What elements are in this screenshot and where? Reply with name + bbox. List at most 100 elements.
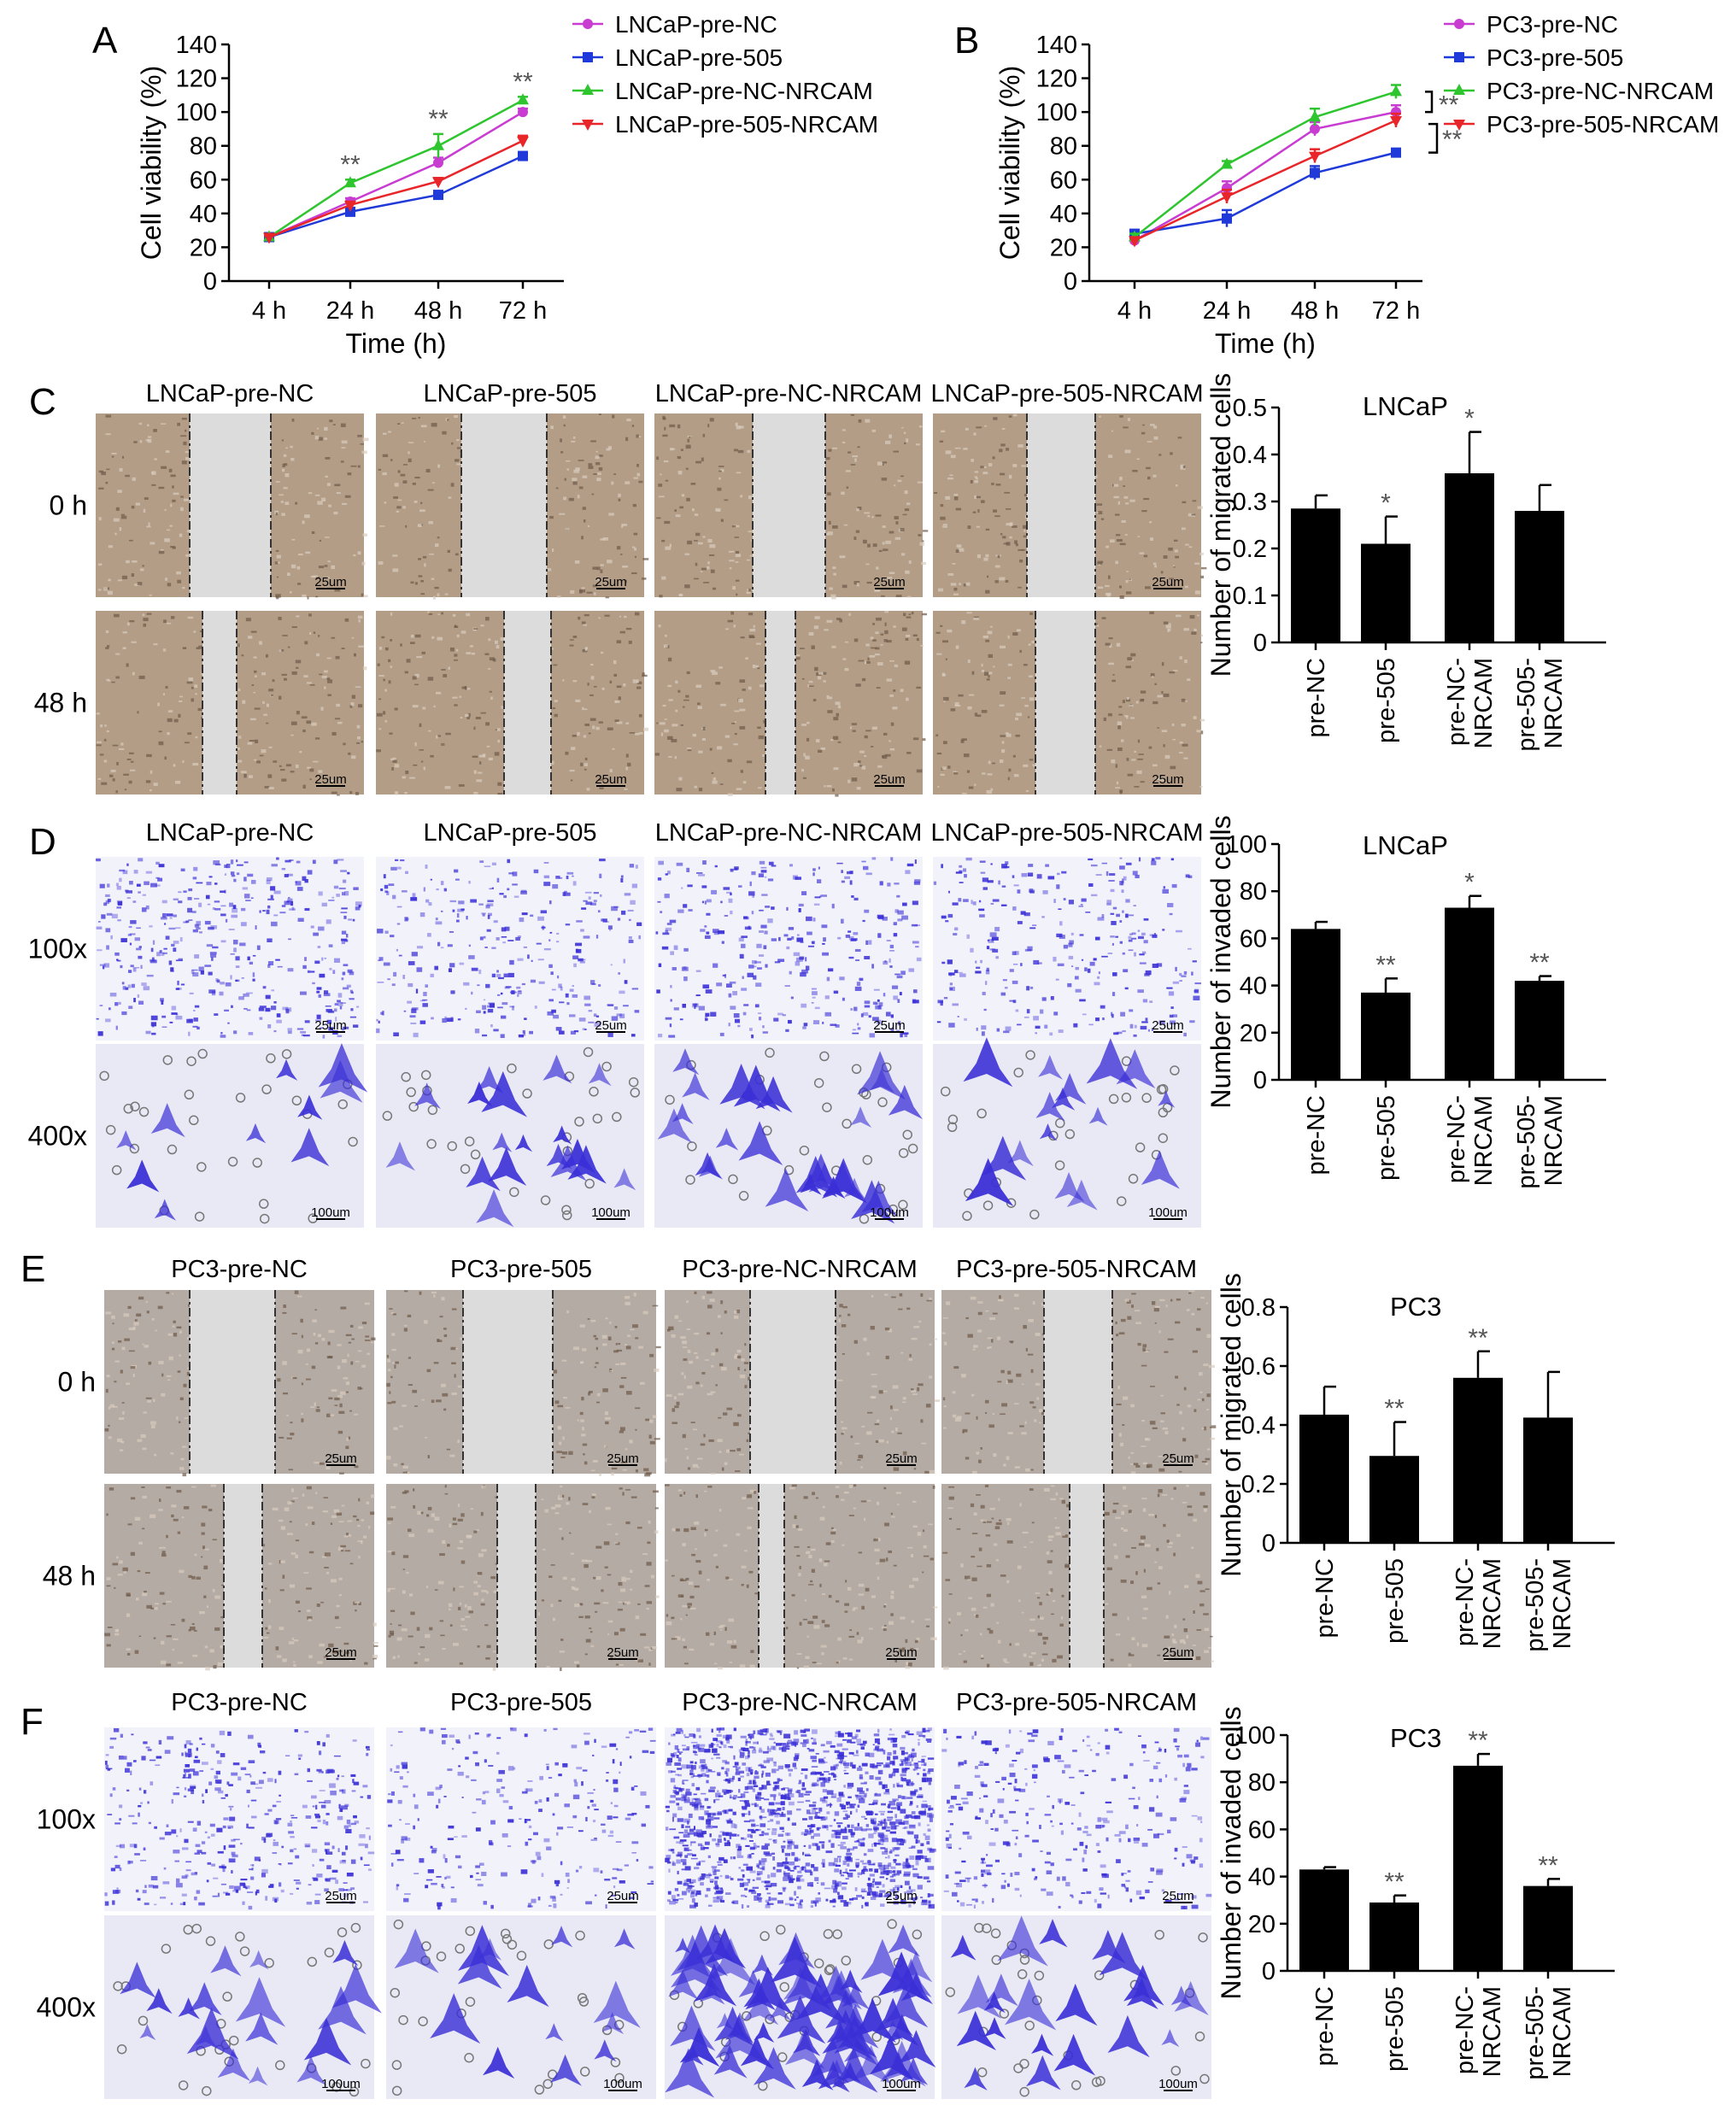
stained-cell bbox=[751, 911, 754, 915]
cell-speck bbox=[460, 1513, 465, 1517]
stained-cell bbox=[126, 890, 133, 894]
cell-speck bbox=[734, 537, 739, 538]
stained-cell bbox=[786, 946, 790, 950]
cell-speck bbox=[451, 442, 454, 445]
stained-cell bbox=[669, 919, 677, 924]
stained-cell bbox=[771, 906, 775, 910]
cell-speck bbox=[1029, 697, 1035, 701]
cell-speck bbox=[660, 473, 662, 476]
cell-speck bbox=[955, 549, 959, 554]
membrane-pore bbox=[123, 1104, 134, 1114]
cell-speck bbox=[1158, 454, 1162, 456]
stained-cell bbox=[1168, 991, 1175, 996]
cell-speck bbox=[495, 729, 498, 730]
cell-speck bbox=[115, 676, 120, 679]
cell-speck bbox=[1154, 1322, 1157, 1324]
cell-speck bbox=[362, 1535, 367, 1539]
cell-speck bbox=[861, 765, 866, 770]
stained-cell bbox=[837, 936, 842, 940]
image-background bbox=[933, 857, 1201, 1041]
cell-speck bbox=[613, 673, 618, 677]
cell-speck bbox=[1107, 712, 1112, 717]
cell-speck bbox=[164, 508, 167, 512]
stained-cell bbox=[1073, 1023, 1078, 1028]
cell-speck bbox=[1154, 1305, 1160, 1308]
cell-speck bbox=[414, 634, 421, 638]
stained-cell bbox=[616, 1013, 623, 1017]
cell-speck bbox=[734, 1470, 741, 1473]
data-point bbox=[1310, 123, 1320, 134]
stained-cell bbox=[889, 950, 894, 952]
stained-cell bbox=[1079, 934, 1084, 936]
legend-marker bbox=[582, 120, 594, 131]
image-column-title: LNCaP-pre-505-NRCAM bbox=[930, 819, 1203, 847]
cell-speck bbox=[627, 762, 631, 767]
cell-speck bbox=[707, 424, 710, 428]
cell-speck bbox=[103, 738, 107, 742]
stained-cell bbox=[1097, 976, 1100, 979]
cell-speck bbox=[336, 491, 341, 495]
cell-speck bbox=[911, 1390, 917, 1393]
cell-speck bbox=[902, 513, 907, 516]
stained-cell bbox=[1134, 1024, 1137, 1029]
cell-speck bbox=[238, 759, 243, 763]
cell-speck bbox=[724, 735, 730, 738]
cell-speck bbox=[276, 576, 279, 578]
stained-cell bbox=[307, 970, 311, 973]
stained-cell bbox=[1169, 912, 1173, 916]
y-tick-label: 40 bbox=[190, 201, 217, 228]
cell-speck bbox=[1109, 643, 1112, 648]
stained-cell bbox=[1053, 899, 1056, 903]
cell-speck bbox=[340, 423, 346, 427]
cell-speck bbox=[1205, 1302, 1209, 1305]
cell-speck bbox=[806, 737, 810, 742]
cell-speck bbox=[1127, 1316, 1132, 1320]
cell-speck bbox=[346, 1533, 349, 1536]
data-point bbox=[1390, 116, 1402, 128]
cell-speck bbox=[556, 1451, 563, 1453]
cell-speck bbox=[1032, 1301, 1035, 1305]
cell-speck bbox=[961, 738, 967, 742]
cell-speck bbox=[646, 1601, 653, 1604]
stained-cell bbox=[327, 1010, 335, 1013]
cell-speck bbox=[837, 705, 842, 709]
panel-letter-a: A bbox=[92, 20, 118, 62]
cell-speck bbox=[844, 1610, 848, 1613]
cell-speck bbox=[390, 758, 395, 761]
cell-speck bbox=[738, 1453, 744, 1456]
cell-speck bbox=[1126, 758, 1129, 761]
stained-cell bbox=[1171, 883, 1177, 888]
cell-speck bbox=[621, 524, 628, 526]
cell-speck bbox=[1187, 678, 1191, 682]
cell-speck bbox=[195, 693, 197, 695]
cell-speck bbox=[949, 474, 953, 477]
cell-speck bbox=[422, 555, 427, 559]
stained-cell bbox=[1017, 1023, 1022, 1026]
stained-cell bbox=[491, 947, 496, 949]
cell-speck bbox=[827, 710, 833, 713]
cell-speck bbox=[579, 589, 586, 593]
cell-speck bbox=[923, 1555, 930, 1557]
stained-cell bbox=[173, 941, 179, 944]
data-point bbox=[433, 190, 443, 201]
cell-speck bbox=[993, 666, 995, 668]
cell-speck bbox=[732, 586, 736, 590]
cell-speck bbox=[157, 702, 160, 707]
cell-speck bbox=[1126, 716, 1129, 719]
cell-speck bbox=[968, 694, 975, 696]
cell-speck bbox=[985, 528, 990, 531]
cell-speck bbox=[739, 1374, 746, 1379]
stained-cell bbox=[683, 904, 688, 908]
cell-speck bbox=[349, 1563, 354, 1565]
cell-speck bbox=[671, 1334, 676, 1338]
cell-speck bbox=[1000, 533, 1003, 536]
cell-speck bbox=[824, 1560, 830, 1563]
cell-speck bbox=[426, 1514, 430, 1517]
stained-cell bbox=[388, 883, 395, 887]
cell-speck bbox=[832, 447, 838, 449]
x-tick-label: 4 h bbox=[1117, 297, 1152, 325]
stained-cell bbox=[877, 1019, 882, 1024]
cell-speck bbox=[736, 1355, 742, 1359]
cell-speck bbox=[120, 1369, 123, 1374]
data-point bbox=[1222, 213, 1232, 224]
